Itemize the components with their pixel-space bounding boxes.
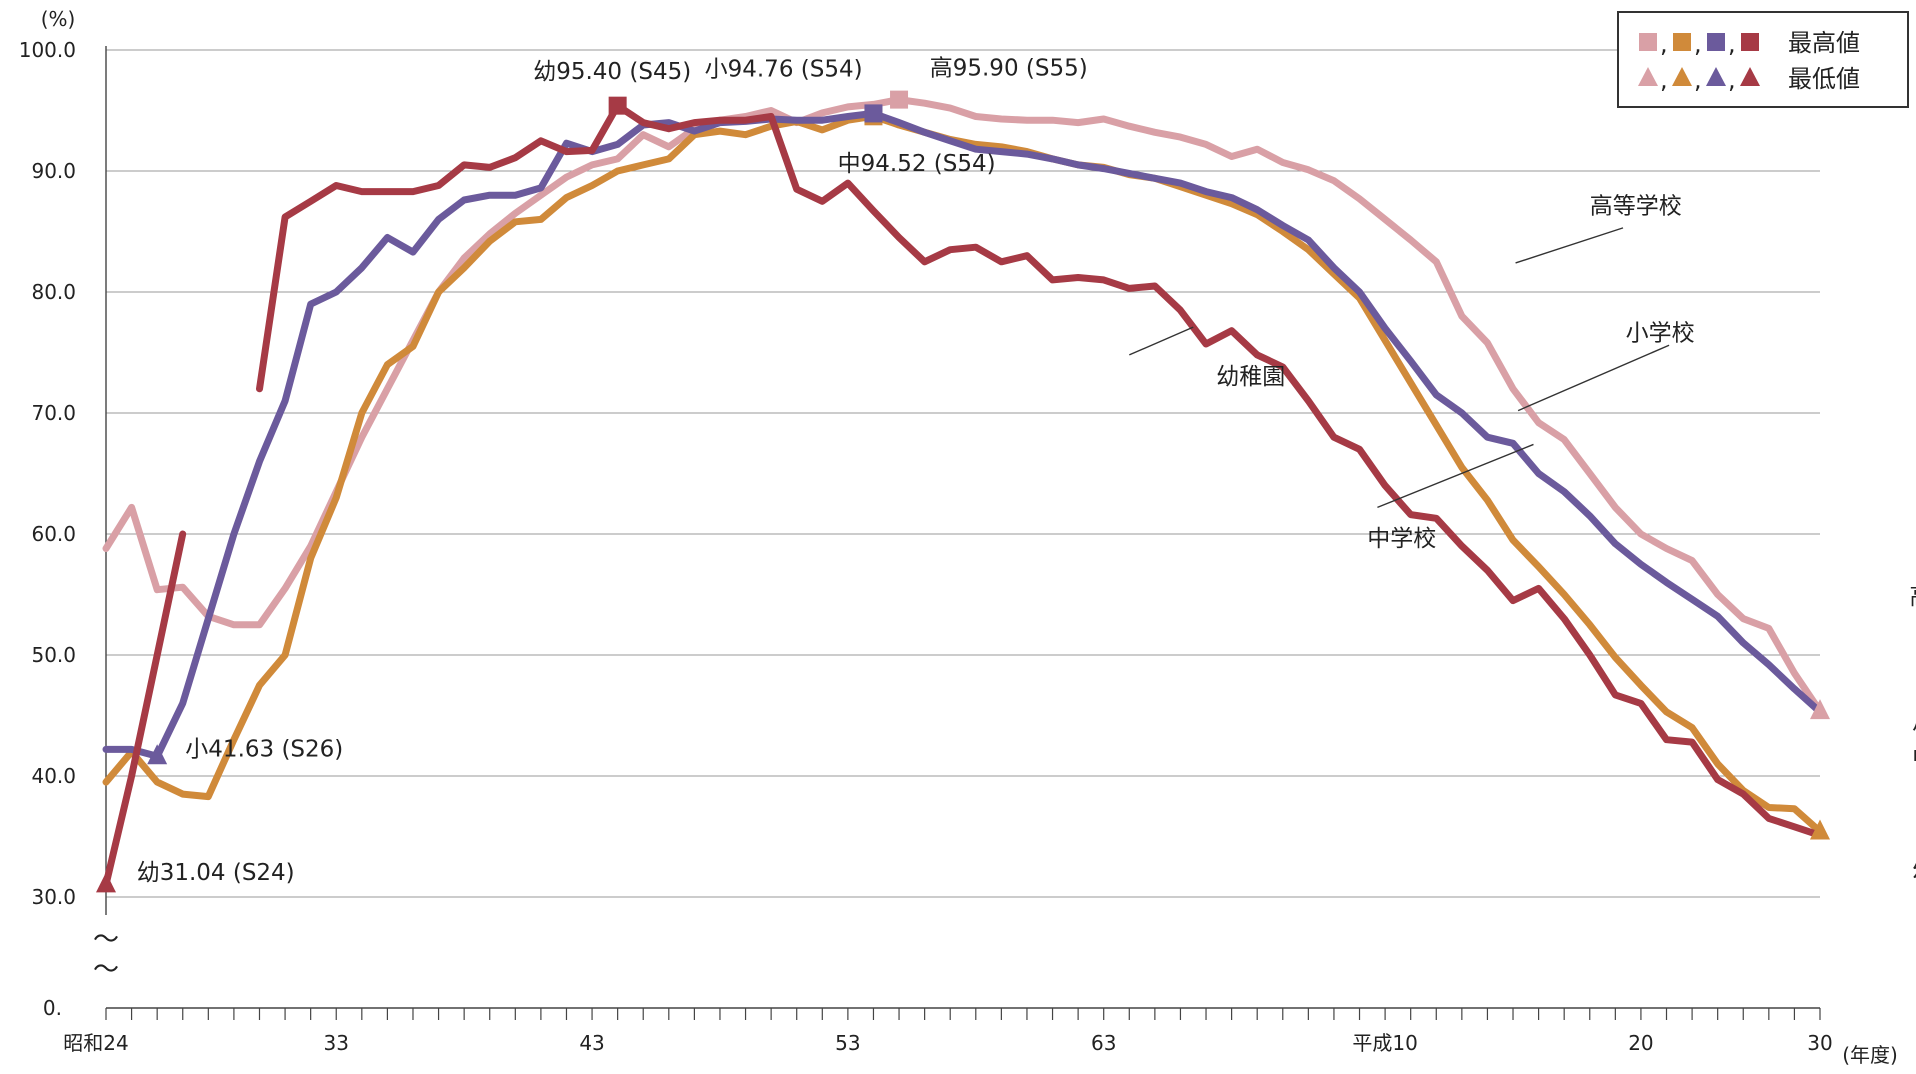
series-label: 中学校 <box>1367 526 1436 552</box>
data-label: 小45.30 <box>1912 714 1916 740</box>
legend-label: 最高値 <box>1788 29 1860 57</box>
legend-separator: , <box>1660 30 1668 58</box>
legend-square-marker <box>1639 33 1657 51</box>
leader-line <box>1129 326 1194 356</box>
tick-labels: 100.0 90.0 80.0 70.0 60.0 50.0 40.0 30.0 0. (%) 〜〜… <box>19 7 1898 1067</box>
data-label: 小94.76 (S54) <box>705 57 863 83</box>
series-label: 幼稚園 <box>1216 364 1285 390</box>
y-unit-label: (%) <box>41 7 76 31</box>
legend-square-marker <box>1673 33 1691 51</box>
y-tick-label: 100.0 <box>19 38 76 62</box>
leader-line <box>1515 227 1624 264</box>
legend-square-marker <box>1707 33 1725 51</box>
legend-triangle-marker <box>1638 67 1658 86</box>
x-tick-label: 43 <box>579 1031 604 1055</box>
legend-label: 最低値 <box>1788 65 1860 93</box>
annotations: 幼95.40 (S45) 小94.76 (S54) 高95.90 (S55) 中94.… <box>137 55 1916 886</box>
y-tick-label: 0. <box>43 996 62 1020</box>
series-label: 小学校 <box>1626 320 1695 346</box>
legend: ,,, 最高値,,, 最低値 <box>1617 11 1909 108</box>
legend-separator: , <box>1694 30 1702 58</box>
leader-lines <box>1129 227 1670 509</box>
y-tick-label: 90.0 <box>31 159 76 183</box>
series-line-1 <box>102 112 1824 835</box>
x-unit-label: (年度) <box>1842 1043 1898 1067</box>
min-marker-2 <box>147 744 168 765</box>
min-marker-1 <box>1810 819 1830 840</box>
data-label: 中94.52 (S54) <box>838 151 996 177</box>
y-tick-label: 30.0 <box>31 885 76 909</box>
legend-separator: , <box>1694 66 1702 94</box>
legend-box <box>1617 11 1909 108</box>
legend-square-marker <box>1741 33 1759 51</box>
max-marker-2 <box>864 104 883 123</box>
min-marker-0 <box>1810 699 1830 720</box>
series-line-3 <box>102 102 1824 888</box>
y-tick-label: 80.0 <box>31 280 76 304</box>
legend-separator: , <box>1660 66 1668 94</box>
data-label: 幼95.40 (S45) <box>533 59 691 85</box>
legend-separator: , <box>1728 30 1736 58</box>
data-label: 小41.63 (S26) <box>185 737 343 763</box>
legend-separator: , <box>1728 66 1736 94</box>
x-tick-label: 30 <box>1807 1031 1832 1055</box>
legend-triangle-marker <box>1706 67 1726 86</box>
gridlines <box>106 49 1820 898</box>
extreme-markers <box>96 90 1830 893</box>
axes <box>105 46 1821 1020</box>
min-marker-3 <box>96 872 116 893</box>
leader-line <box>1377 443 1534 509</box>
x-tick-label: 平成10 <box>1352 1031 1417 1055</box>
data-label: 幼35.10 <box>1912 858 1916 884</box>
axis-break-mark: 〜 <box>93 955 119 985</box>
series-line-0 <box>102 96 1824 715</box>
x-tick-label: 53 <box>835 1031 860 1055</box>
x-tick-label: 昭和24 <box>63 1031 128 1055</box>
y-tick-label: 40.0 <box>31 764 76 788</box>
data-label: 高45.36 <box>1910 584 1916 610</box>
y-tick-label: 60.0 <box>31 522 76 546</box>
series-label: 高等学校 <box>1590 193 1682 219</box>
y-tick-label: 70.0 <box>31 401 76 425</box>
max-marker-0 <box>890 90 909 109</box>
x-tick-label: 20 <box>1628 1031 1653 1055</box>
data-label: 高95.90 (S55) <box>930 55 1088 81</box>
x-tick-label: 63 <box>1091 1031 1116 1055</box>
data-label: 幼31.04 (S24) <box>137 860 295 886</box>
y-tick-label: 50.0 <box>31 643 76 667</box>
max-marker-3 <box>608 96 627 115</box>
legend-triangle-marker <box>1672 67 1692 86</box>
series-line-2 <box>102 109 1824 760</box>
series-lines <box>102 96 1824 888</box>
legend-triangle-marker <box>1740 67 1760 86</box>
axis-break-mark: 〜 <box>93 925 119 955</box>
x-tick-label: 33 <box>324 1031 349 1055</box>
data-label: 中35.41 <box>1912 745 1916 771</box>
leader-line <box>1517 344 1670 412</box>
